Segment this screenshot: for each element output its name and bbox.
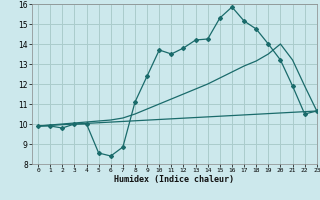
X-axis label: Humidex (Indice chaleur): Humidex (Indice chaleur) bbox=[115, 175, 234, 184]
